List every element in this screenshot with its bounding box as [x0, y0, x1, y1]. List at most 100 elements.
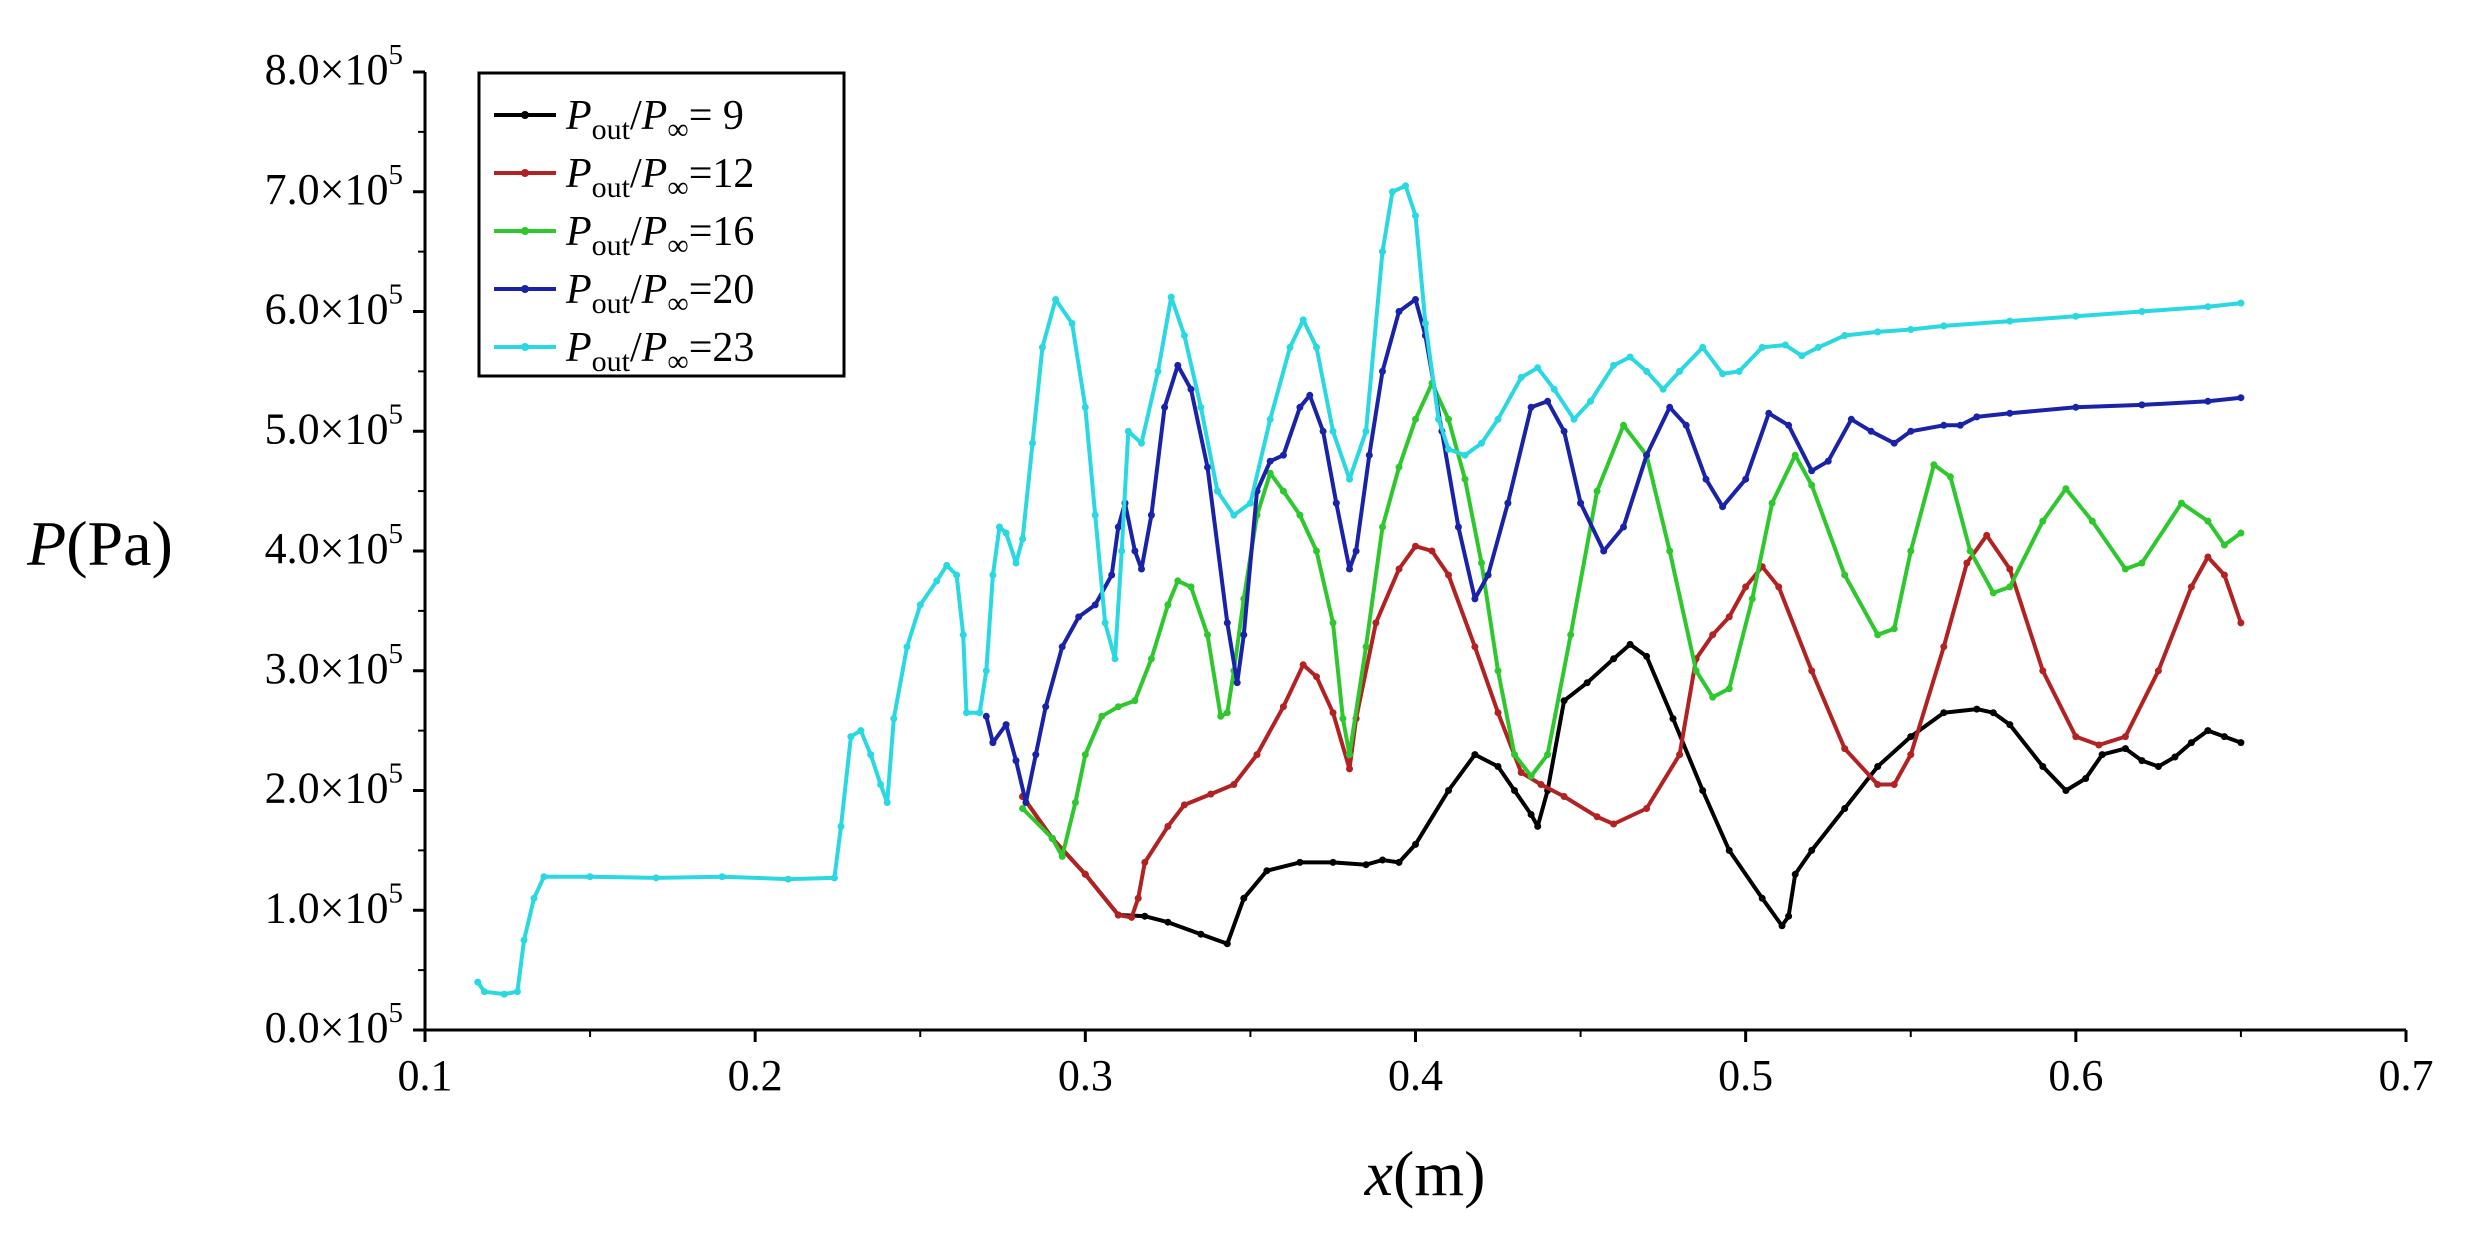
data-point — [1930, 461, 1938, 469]
data-point — [1791, 870, 1799, 878]
data-point — [1091, 511, 1099, 519]
data-point — [2072, 403, 2080, 411]
data-point — [1372, 619, 1380, 627]
legend-label: Pout/P∞=23 — [565, 325, 754, 378]
data-point — [1111, 655, 1119, 663]
data-point — [1164, 822, 1172, 830]
data-point — [1019, 805, 1027, 812]
x-tick-label: 0.5 — [1718, 1051, 1773, 1100]
x-tick-label: 0.7 — [2379, 1051, 2434, 1100]
data-point — [1421, 320, 1429, 327]
legend-label: Pout/P∞=20 — [565, 267, 754, 320]
x-tick-label: 0.2 — [728, 1051, 783, 1100]
data-point — [1091, 601, 1099, 609]
y-tick-label: 3.0×105 — [265, 638, 403, 693]
series-layer — [474, 182, 2245, 998]
data-point — [1765, 409, 1773, 417]
data-point — [1299, 316, 1307, 324]
data-point — [1890, 781, 1898, 788]
data-point — [2006, 565, 2014, 573]
data-point — [1527, 772, 1535, 780]
data-point — [916, 601, 924, 609]
data-point — [1742, 475, 1750, 483]
data-point — [1296, 511, 1304, 519]
data-point — [1808, 846, 1816, 854]
data-point — [1058, 643, 1066, 651]
data-point — [2204, 727, 2212, 735]
data-point — [963, 709, 970, 717]
data-point — [989, 571, 997, 579]
data-point — [1395, 565, 1403, 573]
data-point — [1319, 427, 1327, 435]
data-point — [1240, 631, 1248, 639]
y-axis-title: P(Pa) — [26, 508, 173, 579]
data-point — [2006, 721, 2014, 729]
data-point — [1973, 705, 1981, 713]
data-point — [1412, 840, 1419, 848]
data-point — [1022, 799, 1030, 806]
data-point — [1068, 320, 1076, 327]
data-point — [1940, 709, 1948, 717]
data-point — [1012, 559, 1020, 567]
data-point — [1527, 811, 1535, 818]
data-point — [1610, 361, 1618, 369]
data-point — [2204, 553, 2212, 561]
data-point — [1593, 813, 1601, 821]
data-point — [540, 873, 548, 881]
data-point — [1379, 248, 1386, 256]
data-point — [1081, 751, 1089, 759]
data-point — [1346, 475, 1353, 483]
data-point — [1388, 188, 1396, 196]
data-point — [903, 643, 911, 651]
data-point — [2138, 757, 2146, 765]
data-point — [1567, 631, 1575, 639]
data-point — [1395, 858, 1403, 866]
data-point — [1778, 922, 1786, 930]
data-point — [1081, 870, 1089, 878]
data-point — [1620, 421, 1627, 429]
data-point — [1428, 547, 1436, 555]
data-point — [1329, 709, 1337, 717]
data-point — [2154, 667, 2162, 675]
legend-entry: Pout/P∞=12 — [494, 151, 754, 204]
data-point — [586, 873, 594, 881]
data-point — [1494, 709, 1502, 717]
data-point — [474, 978, 482, 986]
data-point — [1494, 763, 1502, 770]
data-point — [1682, 421, 1690, 429]
series-1 — [1019, 640, 2245, 948]
data-point — [1167, 293, 1175, 301]
data-point — [1164, 601, 1172, 609]
data-point — [1966, 547, 1974, 555]
data-point — [1164, 918, 1172, 926]
data-point — [1081, 403, 1089, 411]
data-point — [1768, 499, 1776, 507]
data-point — [1494, 415, 1502, 423]
data-point — [530, 894, 538, 902]
data-point — [1478, 439, 1485, 447]
data-point — [953, 571, 961, 579]
data-point — [1808, 667, 1816, 675]
data-point — [1527, 403, 1535, 411]
data-point — [1052, 296, 1060, 303]
data-point — [480, 988, 488, 996]
series-line — [1020, 642, 2242, 946]
data-point — [1313, 343, 1320, 351]
data-point — [1240, 894, 1248, 902]
data-point — [1266, 415, 1274, 423]
data-point — [1246, 499, 1254, 507]
data-point — [1666, 403, 1674, 411]
series-3 — [1019, 379, 2245, 860]
data-point — [1570, 415, 1578, 423]
data-point — [1138, 439, 1145, 447]
data-point — [1659, 385, 1667, 393]
data-point — [1775, 583, 1783, 591]
data-point — [1296, 403, 1304, 411]
data-point — [1329, 858, 1337, 866]
data-point — [2121, 745, 2129, 753]
data-point — [2237, 739, 2245, 747]
data-point — [1867, 427, 1875, 435]
data-point — [1412, 212, 1419, 220]
legend-entry: Pout/P∞= 9 — [494, 93, 744, 146]
